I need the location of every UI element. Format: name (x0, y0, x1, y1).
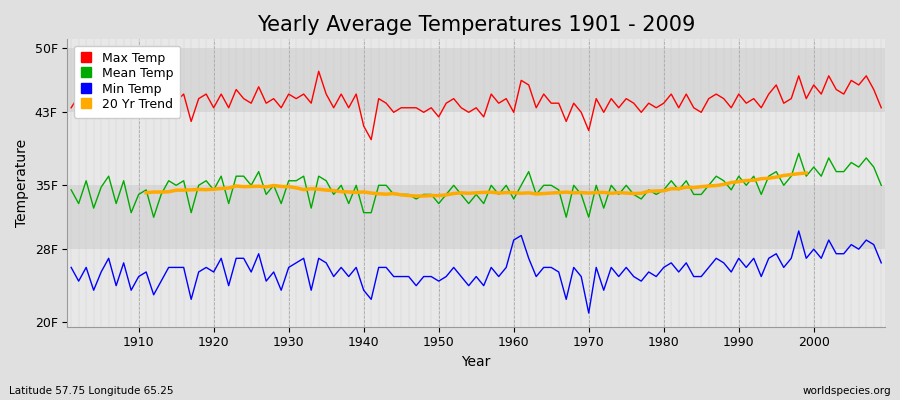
Legend: Max Temp, Mean Temp, Min Temp, 20 Yr Trend: Max Temp, Mean Temp, Min Temp, 20 Yr Tre… (74, 46, 180, 118)
Bar (68, 249, 885, 322)
Text: worldspecies.org: worldspecies.org (803, 386, 891, 396)
Bar (68, 112, 885, 185)
Y-axis label: Temperature: Temperature (15, 139, 29, 227)
Bar (68, 48, 885, 112)
Text: Latitude 57.75 Longitude 65.25: Latitude 57.75 Longitude 65.25 (9, 386, 174, 396)
Title: Yearly Average Temperatures 1901 - 2009: Yearly Average Temperatures 1901 - 2009 (257, 15, 696, 35)
X-axis label: Year: Year (462, 355, 490, 369)
Bar (68, 185, 885, 249)
